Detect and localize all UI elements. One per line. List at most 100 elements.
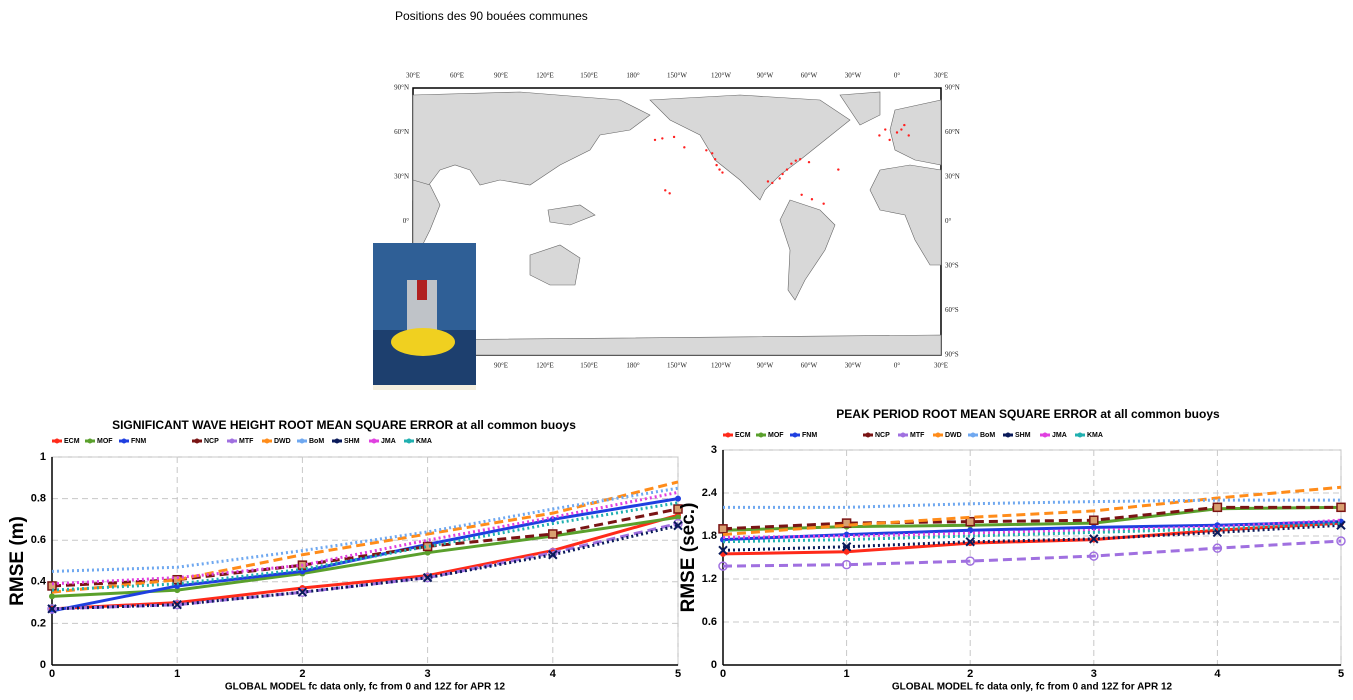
legend-swatch (970, 432, 976, 438)
buoy (903, 123, 906, 127)
x-tick-label: 4 (1214, 668, 1221, 680)
chart: SIGNIFICANT WAVE HEIGHT ROOT MEAN SQUARE… (7, 418, 683, 693)
y-tick-label: 1.2 (702, 573, 717, 585)
y-tick-label: 0.4 (31, 576, 47, 588)
buoy (878, 134, 881, 137)
legend-swatch (900, 432, 906, 438)
buoy (895, 131, 899, 134)
buoy (807, 160, 811, 164)
buoy (822, 202, 825, 205)
legend-label: JMA (1052, 432, 1067, 439)
lon-label: 90°E (494, 362, 508, 370)
photo-caption (373, 385, 476, 390)
legend-swatch (264, 438, 270, 444)
lon-label: 150°E (580, 72, 598, 80)
lat-label: 0° (403, 217, 410, 225)
legend-label: DWD (945, 432, 962, 439)
point (49, 593, 55, 600)
y-tick-label: 1.8 (702, 530, 717, 542)
legend-label: NCP (204, 438, 219, 445)
legend-swatch (406, 438, 412, 444)
photo-buoy (391, 328, 455, 356)
series-line (51, 522, 679, 611)
lon-label: 30°W (845, 72, 862, 80)
lon-label: 120°W (711, 362, 731, 370)
y-tick-label: 0.6 (31, 534, 46, 546)
lon-label: 90°W (757, 72, 774, 80)
lon-label: 150°E (580, 362, 598, 370)
buoy (771, 181, 774, 185)
legend-swatch (725, 432, 731, 438)
buoy (715, 163, 718, 167)
x-tick-label: 1 (174, 668, 180, 680)
buoy (790, 162, 793, 165)
lat-label: 90°N (945, 84, 960, 92)
y-tick-label: 3 (711, 444, 717, 456)
point (673, 520, 683, 531)
lat-label: 60°S (945, 306, 959, 314)
lon-label: 30°E (934, 72, 948, 80)
chart: PEAK PERIOD ROOT MEAN SQUARE ERROR at al… (678, 407, 1346, 693)
buoy (661, 137, 664, 140)
legend-label: MTF (239, 438, 254, 445)
lon-label: 30°E (406, 72, 420, 80)
legend-label: FNM (802, 432, 817, 439)
buoy (711, 152, 714, 155)
legend-swatch (792, 432, 798, 438)
y-tick-label: 0 (711, 659, 717, 671)
series-line (722, 523, 1342, 552)
page-title: Positions des 90 bouées communes (395, 9, 588, 23)
point (1336, 502, 1346, 513)
legend-swatch (121, 438, 127, 444)
legend-swatch (229, 438, 235, 444)
buoy (799, 158, 802, 161)
buoy (785, 168, 789, 171)
lon-label: 180° (626, 72, 640, 80)
buoy (718, 168, 721, 171)
lat-label: 0° (945, 217, 952, 225)
map: 30°E30°E60°E60°E90°E90°E120°E120°E150°E1… (394, 72, 960, 370)
series-line (51, 524, 679, 611)
point (841, 518, 852, 528)
series-line (51, 513, 679, 611)
legend-swatch (87, 438, 93, 444)
buoy (907, 134, 910, 137)
lat-label: 90°N (394, 84, 409, 92)
buoy-photo (373, 243, 476, 390)
point (548, 550, 558, 560)
legend-swatch (194, 438, 200, 444)
point (675, 495, 681, 502)
buoy (653, 138, 657, 142)
buoy (683, 146, 686, 149)
point (675, 514, 681, 521)
point (718, 524, 728, 534)
legend-label: ECM (735, 432, 751, 439)
point (843, 548, 850, 555)
lon-label: 90°E (494, 72, 508, 80)
point (1090, 524, 1097, 531)
y-tick-label: 2.4 (702, 487, 718, 499)
legend-label: NCP (875, 432, 890, 439)
buoy (884, 128, 887, 131)
buoy (794, 159, 797, 162)
lon-label: 150°W (667, 72, 687, 80)
lon-label: 60°E (450, 72, 464, 80)
x-axis-title: GLOBAL MODEL fc data only, fc from 0 and… (225, 682, 506, 693)
x-tick-label: 1 (844, 668, 850, 680)
point (548, 529, 558, 539)
legend-label: DWD (274, 438, 291, 445)
lon-label: 30°W (845, 362, 862, 370)
series-line (722, 505, 1341, 531)
plot-area (51, 456, 679, 666)
lon-label: 120°E (536, 72, 554, 80)
lat-label: 60°N (394, 128, 409, 136)
series-line (51, 501, 679, 592)
y-axis-title: RMSE (sec.) (678, 503, 699, 613)
buoy (713, 158, 717, 161)
buoy (810, 198, 814, 201)
y-tick-label: 1 (40, 451, 46, 463)
series-line (723, 498, 1341, 509)
lon-label: 120°E (536, 362, 554, 370)
point (718, 545, 728, 556)
point (422, 572, 433, 583)
